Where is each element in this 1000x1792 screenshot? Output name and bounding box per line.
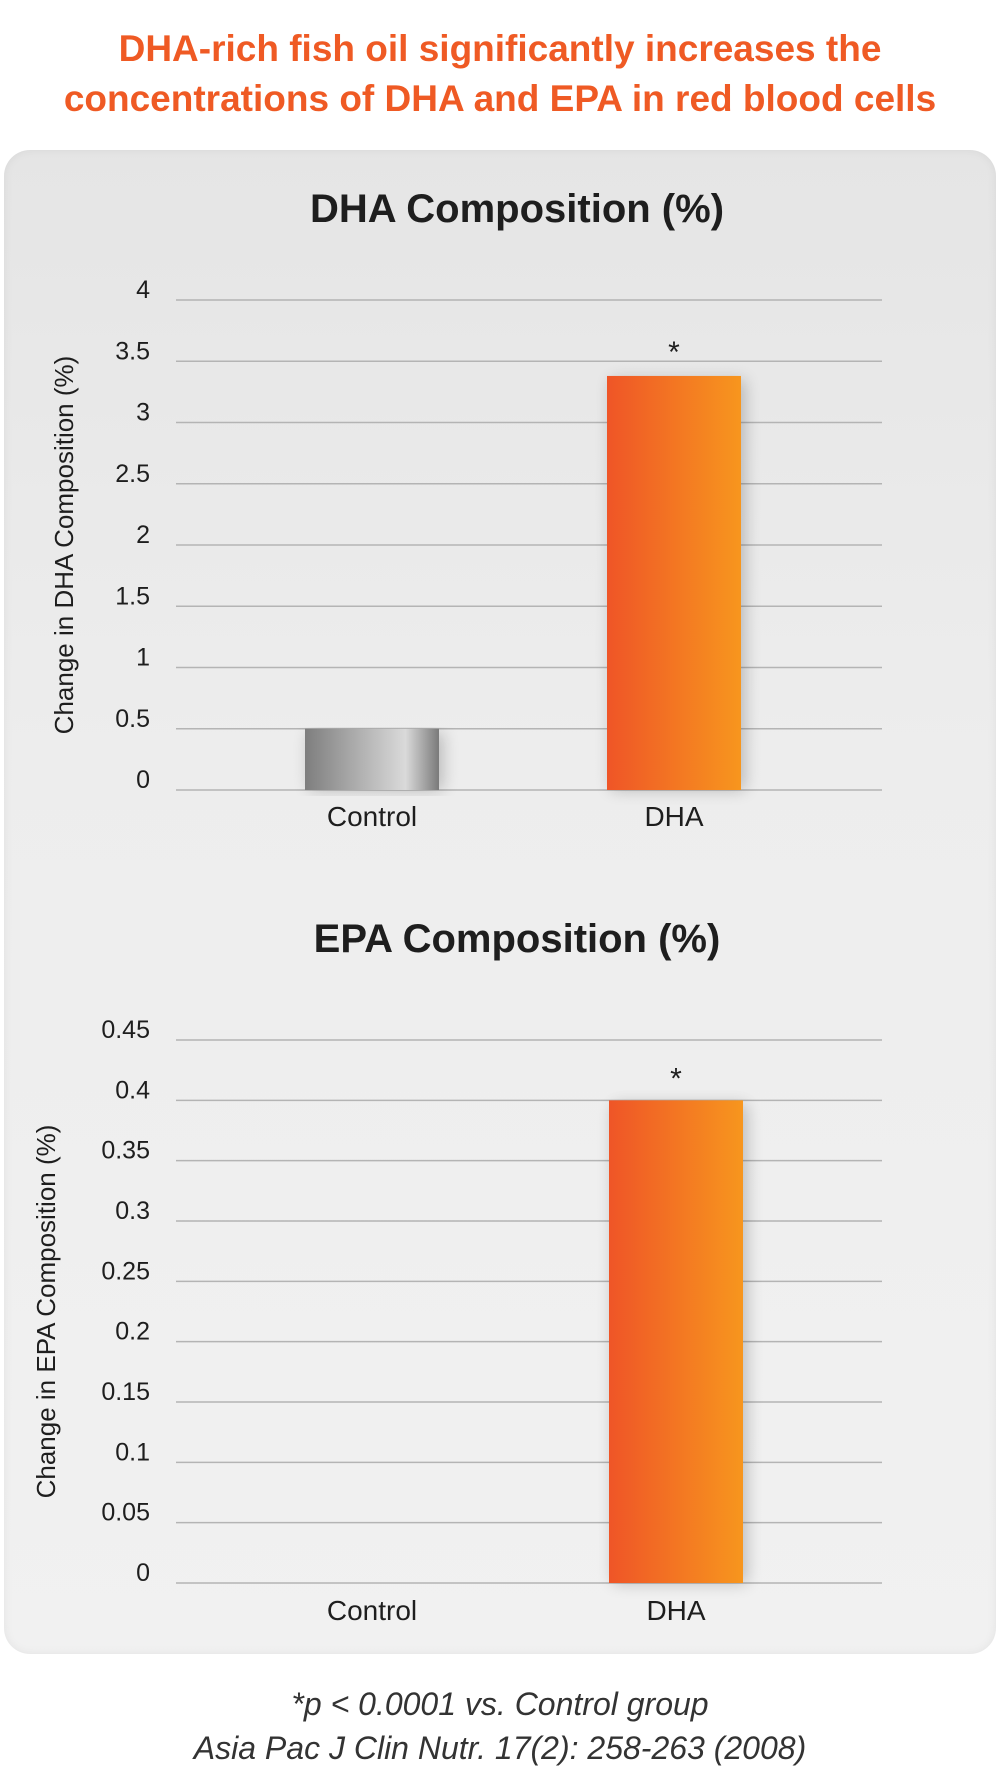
y-tick-label: 3.5 <box>115 337 150 365</box>
x-category-label: DHA <box>644 801 703 832</box>
y-tick-label: 0.5 <box>115 705 150 733</box>
bar-dha <box>607 375 741 790</box>
x-category-label: Control <box>327 1595 417 1626</box>
y-tick-label: 3 <box>136 399 150 427</box>
significance-asterisk: * <box>670 1062 682 1095</box>
page-headline: DHA-rich fish oil significantly increase… <box>0 24 1000 124</box>
y-tick-label: 2.5 <box>115 460 150 488</box>
chart-title: EPA Composition (%) <box>314 917 721 961</box>
y-tick-label: 0 <box>136 1559 150 1587</box>
dha-composition-chart: DHA Composition (%) 0 0.5 1 1.5 2 2.5 3 3.5 4 Chan… <box>49 187 882 832</box>
headline-line-1: DHA-rich fish oil significantly increase… <box>118 28 882 69</box>
y-tick-label: 0.25 <box>101 1257 150 1285</box>
y-tick-label: 1 <box>136 644 150 672</box>
y-tick-label: 0.35 <box>101 1137 150 1165</box>
epa-composition-chart: EPA Composition (%) 0 0.05 0.1 0.15 0.2 0.25 0.… <box>31 917 882 1626</box>
citation-footnote: Asia Pac J Clin Nutr. 17(2): 258-263 (20… <box>193 1730 807 1766</box>
chart-panel <box>4 150 996 1654</box>
x-category-label: Control <box>327 801 417 832</box>
headline-line-2: concentrations of DHA and EPA in red blo… <box>63 78 937 119</box>
y-tick-label: 0 <box>136 766 150 794</box>
y-tick-label: 0.4 <box>115 1076 150 1104</box>
x-category-label: DHA <box>646 1595 705 1626</box>
y-axis-title: Change in EPA Composition (%) <box>31 1125 61 1499</box>
y-axis-title: Change in DHA Composition (%) <box>49 356 79 735</box>
y-tick-label: 0.15 <box>101 1378 150 1406</box>
chart-title: DHA Composition (%) <box>310 187 724 231</box>
y-tick-label: 0.3 <box>115 1197 150 1225</box>
significance-footnote: *p < 0.0001 vs. Control group <box>291 1686 709 1722</box>
y-tick-label: 0.1 <box>115 1438 150 1466</box>
y-tick-label: 4 <box>136 276 150 304</box>
y-tick-label: 0.2 <box>115 1318 150 1346</box>
y-tick-label: 0.45 <box>101 1016 150 1044</box>
y-tick-label: 0.05 <box>101 1499 150 1527</box>
significance-asterisk: * <box>668 336 680 369</box>
bar-control <box>305 728 439 790</box>
bar-dha <box>609 1100 743 1583</box>
y-tick-label: 2 <box>136 521 150 549</box>
y-tick-label: 1.5 <box>115 582 150 610</box>
